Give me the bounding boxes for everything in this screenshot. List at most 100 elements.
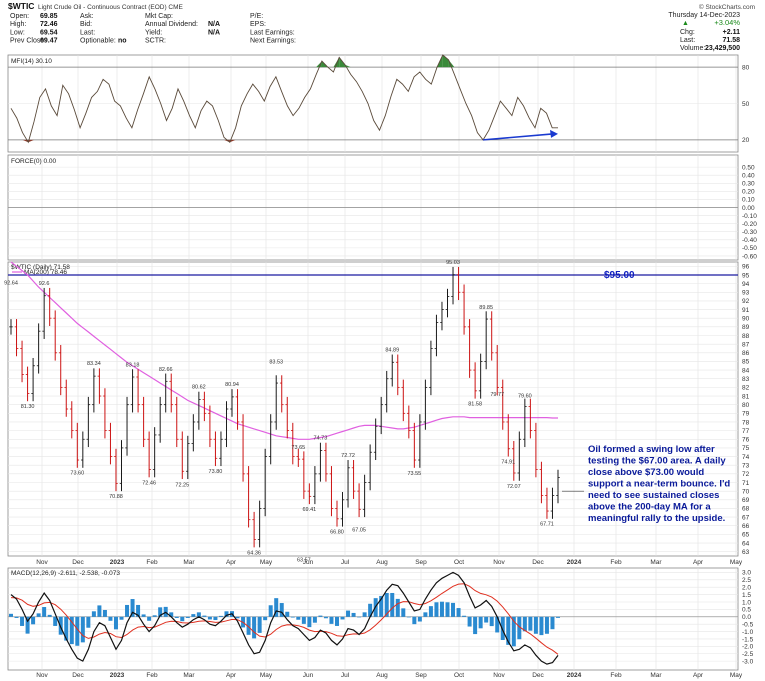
- x-axis-bottom-label: 2024: [567, 672, 582, 679]
- macd-histogram-bar: [31, 616, 36, 625]
- macd-histogram-bar: [301, 616, 306, 624]
- x-axis-bottom-label: May: [260, 672, 273, 679]
- macd-histogram-bar: [213, 616, 218, 621]
- quote-left-label: Open:: [10, 13, 29, 20]
- price-ytick: 80: [742, 402, 750, 409]
- force-ytick: -0.10: [742, 213, 757, 220]
- price-pivot-label: 74.91: [501, 459, 515, 465]
- macd-histogram-bar: [511, 616, 516, 647]
- x-axis-mid-label: Feb: [146, 559, 158, 566]
- note-line: Oil formed a swing low after: [588, 444, 715, 455]
- price-ytick: 63: [742, 549, 750, 556]
- quote-mid2-value: N/A: [208, 29, 220, 36]
- macd-ytick: 2.5: [742, 577, 751, 584]
- macd-histogram-bar: [108, 616, 113, 621]
- mfi-ytick: 80: [742, 64, 750, 71]
- change-percent: +3.04%: [714, 18, 740, 27]
- macd-histogram-bar: [312, 616, 317, 623]
- macd-ytick: 0.5: [742, 607, 751, 614]
- price-ytick: 87: [742, 341, 750, 348]
- symbol: $WTIC: [8, 1, 34, 11]
- price-ytick: 95: [742, 272, 750, 279]
- quote-right-label: EPS:: [250, 21, 266, 28]
- macd-histogram-bar: [500, 616, 505, 640]
- mfi-oversold-fill: [28, 139, 35, 143]
- price-pivot-label: 84.89: [385, 348, 399, 354]
- price-pivot-label: 81.30: [21, 404, 35, 410]
- macd-histogram-bar: [522, 616, 527, 632]
- price-ytick: 92: [742, 298, 750, 305]
- macd-histogram-bar: [47, 614, 52, 617]
- force-ytick: -0.50: [742, 245, 757, 252]
- macd-histogram-bar: [180, 616, 185, 622]
- macd-histogram-bar: [506, 616, 511, 645]
- x-axis-bottom-label: Oct: [454, 672, 464, 679]
- price-pivot-label: 73.65: [291, 445, 305, 451]
- force-ytick: 0.50: [742, 164, 755, 171]
- macd-histogram-bar: [368, 603, 373, 617]
- quote-right-label: Last Earnings:: [250, 29, 295, 36]
- price-pivot-label: 73.55: [407, 471, 421, 477]
- price-ytick: 79: [742, 411, 750, 418]
- quote-header: $WTIC Light Crude Oil - Continuous Contr…: [8, 1, 755, 52]
- price-pivot-label: 79.77: [490, 392, 504, 398]
- macd-histogram-bar: [439, 601, 444, 617]
- macd-histogram-bar: [119, 616, 124, 620]
- macd-histogram-bar: [64, 616, 69, 641]
- price-ytick: 96: [742, 264, 750, 271]
- macd-histogram-bar: [384, 592, 389, 617]
- macd-histogram-bar: [285, 611, 290, 617]
- mfi-arrow-head: [550, 129, 558, 138]
- macd-ytick: -0.5: [742, 621, 754, 628]
- mfi-arrow-shaft: [483, 133, 555, 141]
- price-ytick: 73: [742, 463, 750, 470]
- mfi-title: MFI(14) 30.10: [11, 58, 52, 65]
- x-axis-bottom-label: Mar: [183, 672, 195, 679]
- macd-histogram-bar: [556, 616, 560, 618]
- price-pivot-label: 67.05: [352, 527, 366, 533]
- macd-histogram-bar: [489, 616, 494, 627]
- price-pivot-label: 67.71: [540, 522, 554, 528]
- price-ytick: 94: [742, 281, 750, 288]
- price-pivot-label: 95.03: [446, 260, 460, 266]
- x-axis-bottom-label: 2023: [110, 672, 125, 679]
- mfi-line: [10, 54, 558, 144]
- x-axis-mid-label: Dec: [72, 559, 84, 566]
- price-title: $WTIC (Daily) 71.58: [11, 264, 70, 271]
- x-axis-bottom-label: Feb: [146, 672, 158, 679]
- macd-histogram-bar: [36, 613, 41, 617]
- x-axis-mid-label: Mar: [650, 559, 662, 566]
- macd-histogram-bar: [141, 614, 146, 617]
- macd-histogram-bar: [25, 616, 30, 634]
- mfi-oversold-fill: [229, 139, 236, 143]
- macd-histogram-bar: [218, 615, 223, 617]
- macd-histogram-bar: [75, 616, 80, 646]
- force-ytick: -0.20: [742, 221, 757, 228]
- price-ytick: 67: [742, 514, 750, 521]
- macd-ytick: -2.0: [742, 644, 754, 651]
- x-axis-bottom: Nov Dec 2023 Feb Mar Apr May Jun Jul Aug Sep Oct Nov…: [36, 672, 743, 679]
- price-pivot-label: 81.58: [468, 402, 482, 408]
- macd-histogram-bar: [174, 616, 179, 618]
- macd-histogram-bar: [202, 615, 207, 617]
- price-ytick: 76: [742, 437, 750, 444]
- quote-mid2-value: N/A: [208, 21, 220, 28]
- x-axis-bottom-label: Dec: [532, 672, 544, 679]
- force-ytick: -0.40: [742, 237, 757, 244]
- mfi-overbought-fill: [448, 59, 455, 68]
- macd-histogram-bar: [357, 616, 362, 618]
- price-pivot-label: 73.60: [70, 471, 84, 477]
- price-pivot-label: 73.80: [209, 469, 223, 475]
- x-axis-mid-label: Dec: [532, 559, 544, 566]
- force-ytick: 0.10: [742, 197, 755, 204]
- quote-mid-label: Bid:: [80, 21, 92, 28]
- price-ytick: 85: [742, 359, 750, 366]
- x-axis-mid-label: Nov: [36, 559, 48, 566]
- macd-ytick: -2.5: [742, 651, 754, 658]
- chg-value: +2.11: [723, 29, 740, 36]
- last-value: 71.58: [722, 37, 740, 44]
- price-ytick: 81: [742, 393, 750, 400]
- macd-histogram-bar: [113, 616, 118, 630]
- macd-histogram-bar: [196, 612, 201, 617]
